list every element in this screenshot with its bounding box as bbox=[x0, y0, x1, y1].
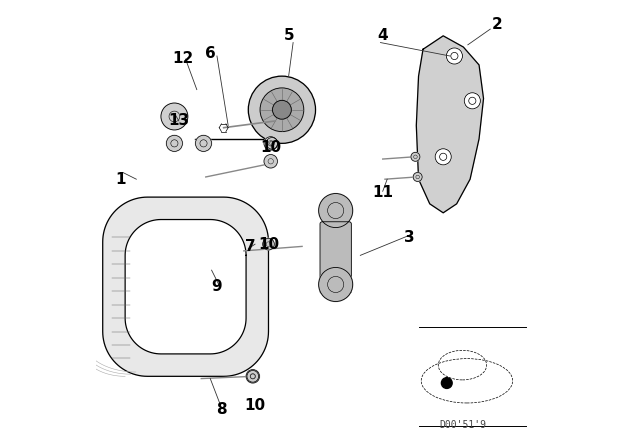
Polygon shape bbox=[417, 36, 484, 213]
Circle shape bbox=[319, 267, 353, 302]
Circle shape bbox=[161, 103, 188, 130]
FancyBboxPatch shape bbox=[320, 222, 351, 293]
Circle shape bbox=[413, 172, 422, 181]
Circle shape bbox=[247, 370, 259, 382]
Text: D00'51'9: D00'51'9 bbox=[440, 420, 487, 430]
Text: 13: 13 bbox=[168, 113, 189, 129]
Circle shape bbox=[246, 370, 260, 383]
Text: 5: 5 bbox=[284, 28, 294, 43]
Text: 1: 1 bbox=[115, 172, 126, 187]
Circle shape bbox=[446, 48, 463, 64]
Text: 9: 9 bbox=[212, 279, 222, 294]
Text: 8: 8 bbox=[216, 402, 227, 418]
Circle shape bbox=[442, 378, 452, 388]
Text: 11: 11 bbox=[372, 185, 393, 200]
Text: 6: 6 bbox=[205, 46, 216, 61]
Circle shape bbox=[166, 135, 182, 151]
Circle shape bbox=[264, 137, 278, 150]
Circle shape bbox=[262, 238, 275, 250]
Circle shape bbox=[266, 138, 278, 149]
Text: 10: 10 bbox=[258, 237, 279, 252]
Circle shape bbox=[319, 194, 353, 228]
Circle shape bbox=[435, 149, 451, 165]
Text: 7: 7 bbox=[245, 239, 256, 254]
Text: 12: 12 bbox=[173, 51, 194, 66]
Text: 4: 4 bbox=[378, 28, 388, 43]
Text: 10: 10 bbox=[260, 140, 282, 155]
Circle shape bbox=[248, 76, 316, 143]
Polygon shape bbox=[103, 197, 269, 376]
Polygon shape bbox=[125, 220, 246, 354]
Text: 10: 10 bbox=[244, 398, 266, 413]
Circle shape bbox=[464, 93, 481, 109]
Circle shape bbox=[260, 88, 304, 132]
Text: 3: 3 bbox=[404, 230, 415, 245]
Text: 2: 2 bbox=[492, 17, 502, 32]
Circle shape bbox=[411, 152, 420, 161]
Circle shape bbox=[264, 155, 278, 168]
Circle shape bbox=[195, 135, 212, 151]
Circle shape bbox=[273, 100, 291, 119]
